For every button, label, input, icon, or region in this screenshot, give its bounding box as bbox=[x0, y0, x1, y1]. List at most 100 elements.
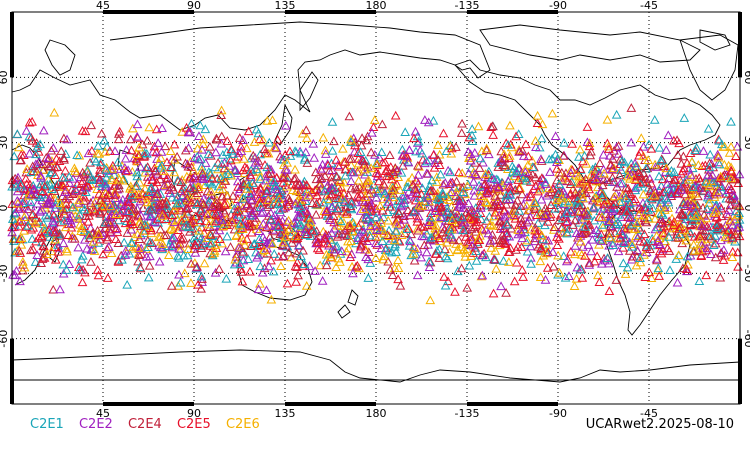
observation-marker bbox=[557, 174, 568, 184]
observation-marker bbox=[488, 221, 498, 230]
observation-marker bbox=[277, 240, 288, 250]
observation-marker bbox=[496, 281, 506, 291]
observation-marker bbox=[591, 225, 602, 235]
observation-marker bbox=[713, 187, 724, 197]
observation-marker bbox=[637, 176, 648, 186]
observation-marker bbox=[194, 231, 204, 241]
observation-marker bbox=[239, 154, 249, 163]
observation-points bbox=[7, 103, 745, 305]
legend-item-c2e1: C2E1 bbox=[30, 417, 64, 432]
observation-marker bbox=[300, 192, 311, 202]
observation-marker bbox=[620, 188, 631, 198]
observation-marker bbox=[617, 156, 627, 166]
observation-marker bbox=[194, 131, 204, 141]
observation-marker bbox=[205, 168, 216, 178]
observation-marker bbox=[58, 238, 69, 248]
observation-marker bbox=[345, 219, 355, 229]
observation-marker bbox=[440, 178, 451, 187]
observation-marker bbox=[565, 246, 576, 256]
observation-marker bbox=[201, 216, 211, 226]
observation-marker bbox=[10, 247, 20, 257]
observation-marker bbox=[510, 213, 521, 223]
observation-marker bbox=[639, 229, 650, 239]
observation-marker bbox=[55, 284, 65, 294]
observation-marker bbox=[310, 266, 320, 275]
observation-marker bbox=[217, 215, 227, 224]
observation-marker bbox=[714, 159, 725, 169]
observation-marker bbox=[401, 224, 412, 233]
observation-marker bbox=[456, 241, 466, 251]
observation-marker bbox=[331, 262, 341, 272]
observation-marker bbox=[656, 248, 667, 258]
observation-marker bbox=[319, 185, 330, 195]
observation-marker bbox=[644, 267, 655, 277]
lon-tick-label: 135 bbox=[275, 0, 296, 12]
observation-marker bbox=[567, 200, 578, 210]
observation-marker bbox=[411, 175, 422, 185]
observation-marker bbox=[324, 195, 335, 205]
observation-marker bbox=[50, 227, 61, 237]
observation-marker bbox=[28, 180, 39, 190]
observation-marker bbox=[626, 137, 637, 147]
observation-marker bbox=[16, 239, 27, 249]
observation-marker bbox=[98, 249, 108, 259]
observation-marker bbox=[369, 115, 380, 124]
observation-marker bbox=[193, 154, 204, 164]
observation-marker bbox=[267, 239, 278, 248]
observation-marker bbox=[278, 172, 289, 181]
observation-marker bbox=[704, 162, 715, 172]
observation-marker bbox=[14, 221, 24, 231]
observation-marker bbox=[58, 153, 69, 163]
observation-marker bbox=[126, 224, 137, 234]
observation-marker bbox=[530, 198, 541, 208]
observation-marker bbox=[418, 154, 428, 164]
observation-marker bbox=[715, 171, 726, 181]
observation-marker bbox=[387, 174, 397, 184]
observation-marker bbox=[37, 204, 47, 214]
observation-marker bbox=[310, 227, 320, 237]
observation-marker bbox=[102, 141, 112, 151]
observation-marker bbox=[346, 204, 357, 214]
observation-marker bbox=[709, 192, 720, 201]
observation-marker bbox=[278, 251, 288, 261]
observation-marker bbox=[62, 134, 72, 144]
observation-marker bbox=[44, 224, 54, 234]
observation-marker bbox=[698, 185, 708, 195]
observation-marker bbox=[245, 170, 256, 179]
observation-marker bbox=[190, 240, 201, 249]
observation-marker bbox=[385, 264, 396, 274]
observation-marker bbox=[413, 178, 424, 188]
observation-marker bbox=[211, 216, 222, 226]
observation-marker bbox=[578, 176, 588, 186]
observation-marker bbox=[353, 148, 363, 157]
observation-marker bbox=[135, 244, 145, 254]
observation-marker bbox=[435, 236, 445, 246]
observation-marker bbox=[604, 286, 615, 295]
observation-marker bbox=[234, 225, 244, 234]
observation-marker bbox=[322, 211, 333, 220]
observation-marker bbox=[290, 173, 301, 182]
observation-marker bbox=[24, 148, 35, 158]
observation-marker bbox=[147, 174, 158, 184]
observation-marker bbox=[107, 210, 118, 220]
observation-marker bbox=[674, 229, 685, 239]
observation-marker bbox=[635, 225, 646, 234]
observation-marker bbox=[122, 228, 133, 237]
lat-tick-label: 60 bbox=[0, 70, 10, 84]
observation-marker bbox=[584, 184, 595, 194]
observation-marker bbox=[662, 179, 673, 188]
observation-marker bbox=[316, 173, 327, 182]
observation-marker bbox=[353, 175, 364, 185]
observation-marker bbox=[327, 203, 337, 212]
observation-marker bbox=[716, 211, 727, 221]
observation-marker bbox=[373, 176, 384, 186]
observation-marker bbox=[35, 179, 46, 188]
observation-marker bbox=[301, 224, 311, 234]
observation-marker bbox=[363, 181, 374, 191]
observation-marker bbox=[280, 120, 291, 130]
observation-marker bbox=[100, 217, 111, 227]
observation-marker bbox=[219, 157, 230, 167]
observation-marker bbox=[360, 164, 370, 174]
observation-marker bbox=[46, 145, 57, 155]
observation-marker bbox=[499, 211, 510, 221]
